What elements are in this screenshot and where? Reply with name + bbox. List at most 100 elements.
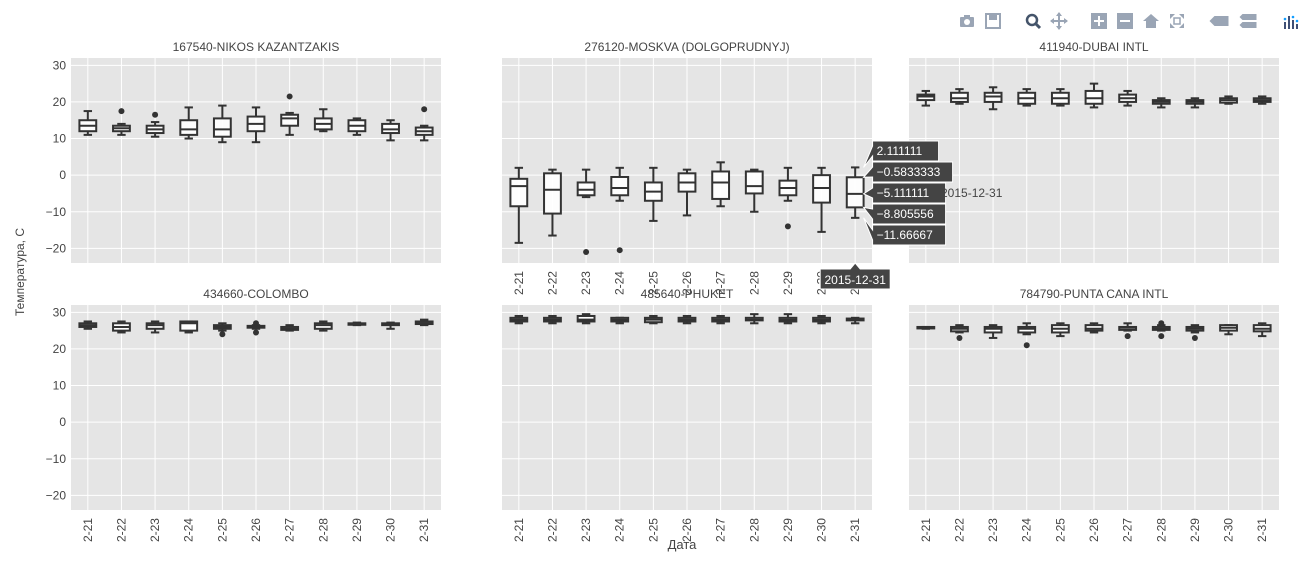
subplot-4: 434660-COLOMBO 30 20 10 0 −10 −20 2-21 2-22 2-23 2… xyxy=(46,287,441,542)
y-tick-label: 20 xyxy=(53,342,67,356)
box-2-28[interactable] xyxy=(313,320,333,332)
box-2-21[interactable] xyxy=(509,314,529,325)
hover-closest-button[interactable] xyxy=(1208,12,1230,30)
box-2-30[interactable] xyxy=(812,314,831,325)
box-2-23[interactable] xyxy=(145,111,165,138)
box-2-23[interactable] xyxy=(983,86,1003,111)
box-2-27[interactable] xyxy=(1118,322,1138,340)
pan-button[interactable] xyxy=(1050,12,1068,30)
box-2-23[interactable] xyxy=(576,168,596,256)
box-2-28[interactable] xyxy=(313,108,333,133)
zoom-out-button[interactable] xyxy=(1116,12,1134,30)
hover-label-text: −11.66667 xyxy=(877,228,933,242)
box-2-27[interactable] xyxy=(1118,89,1138,107)
box-2-21[interactable] xyxy=(509,166,529,244)
outlier-point xyxy=(1191,334,1198,341)
box-2-21[interactable] xyxy=(916,325,936,330)
hover-closest-icon xyxy=(1209,16,1229,26)
box-2-28[interactable] xyxy=(744,313,764,325)
x-tick-label: 2-21 xyxy=(81,518,95,542)
x-tick-label: 2-25 xyxy=(646,518,660,542)
x-tick-label: 2-28 xyxy=(747,518,761,542)
x-tick-label: 2-29 xyxy=(1188,518,1202,542)
box-2-26[interactable] xyxy=(677,168,697,217)
box-2-30[interactable] xyxy=(1219,324,1238,336)
box-2-24[interactable] xyxy=(1017,88,1037,107)
x-tick-label: 2-22 xyxy=(952,518,966,542)
box-2-26[interactable] xyxy=(246,106,266,144)
box-2-31[interactable] xyxy=(845,166,865,219)
box-2-28[interactable] xyxy=(744,168,764,213)
plotly-logo-button[interactable] xyxy=(1282,12,1300,30)
box-2-27[interactable] xyxy=(280,93,300,136)
x-tick-label: 2-21 xyxy=(919,518,933,542)
hover-compare-button[interactable] xyxy=(1238,12,1260,30)
box-2-29[interactable] xyxy=(778,313,798,325)
box-2-29[interactable] xyxy=(347,117,367,136)
box-2-23[interactable] xyxy=(576,313,596,325)
x-tick-label: 2-25 xyxy=(215,518,229,542)
box-2-21[interactable] xyxy=(916,89,936,107)
zoom-in-button[interactable] xyxy=(1090,12,1108,30)
box-2-29[interactable] xyxy=(1185,324,1205,341)
box-2-26[interactable] xyxy=(677,314,697,325)
x-tick-label: 2-22 xyxy=(545,271,559,295)
camera-button[interactable] xyxy=(958,12,976,30)
box-2-23[interactable] xyxy=(145,320,165,334)
box-2-21[interactable] xyxy=(78,320,98,330)
x-tick-label: 2-24 xyxy=(182,518,196,542)
box-2-30[interactable] xyxy=(812,166,831,233)
box-2-24[interactable] xyxy=(179,106,199,140)
box-2-24[interactable] xyxy=(610,316,630,325)
box-2-22[interactable] xyxy=(543,168,562,237)
box-2-26[interactable] xyxy=(246,320,266,336)
box-2-24[interactable] xyxy=(610,166,630,254)
save-button[interactable] xyxy=(984,12,1002,30)
autoscale-button[interactable] xyxy=(1168,12,1186,30)
box-2-25[interactable] xyxy=(643,314,663,325)
box-2-25[interactable] xyxy=(1050,88,1070,107)
box-2-29[interactable] xyxy=(347,321,367,327)
box-2-21[interactable] xyxy=(78,110,98,136)
box-2-31[interactable] xyxy=(414,106,434,142)
box-2-22[interactable] xyxy=(112,320,131,334)
box-2-24[interactable] xyxy=(179,320,199,334)
box-2-30[interactable] xyxy=(381,119,400,142)
home-button[interactable] xyxy=(1142,12,1160,30)
box-2-25[interactable] xyxy=(1050,322,1070,338)
box-2-31[interactable] xyxy=(1252,322,1272,338)
box-2-26[interactable] xyxy=(1084,322,1104,334)
box-2-22[interactable] xyxy=(950,324,969,341)
box-2-22[interactable] xyxy=(543,314,562,325)
x-tick-label: 2-26 xyxy=(680,271,694,295)
box-2-23[interactable] xyxy=(983,324,1003,339)
save-icon xyxy=(985,13,1001,29)
x-tick-label: 2-28 xyxy=(747,271,761,295)
hover-x-label-text: 2015-12-31 xyxy=(824,273,886,287)
box-2-25[interactable] xyxy=(212,104,232,144)
box-2-24[interactable] xyxy=(1017,322,1037,349)
box-2-22[interactable] xyxy=(950,88,969,105)
box-2-31[interactable] xyxy=(845,316,865,325)
box-2-29[interactable] xyxy=(778,166,798,230)
box-2-27[interactable] xyxy=(711,314,731,325)
box-2-29[interactable] xyxy=(1185,97,1205,109)
y-tick-label: 0 xyxy=(59,415,66,429)
box-2-31[interactable] xyxy=(414,318,434,327)
box-2-30[interactable] xyxy=(1219,95,1238,105)
x-tick-label: 2-30 xyxy=(815,518,829,542)
box-2-25[interactable] xyxy=(212,322,232,338)
box-2-27[interactable] xyxy=(280,324,300,332)
box-2-28[interactable] xyxy=(1151,97,1171,109)
box-2-26[interactable] xyxy=(1084,82,1104,109)
box-2-27[interactable] xyxy=(711,161,731,208)
box-2-22[interactable] xyxy=(112,108,131,136)
zoom-button[interactable] xyxy=(1024,12,1042,30)
box-2-25[interactable] xyxy=(643,166,663,222)
box-2-31[interactable] xyxy=(1252,95,1272,105)
box-2-28[interactable] xyxy=(1151,320,1171,340)
x-tick-label: 2-27 xyxy=(283,518,297,542)
y-tick-label: 10 xyxy=(53,132,67,146)
box-2-30[interactable] xyxy=(381,321,400,330)
